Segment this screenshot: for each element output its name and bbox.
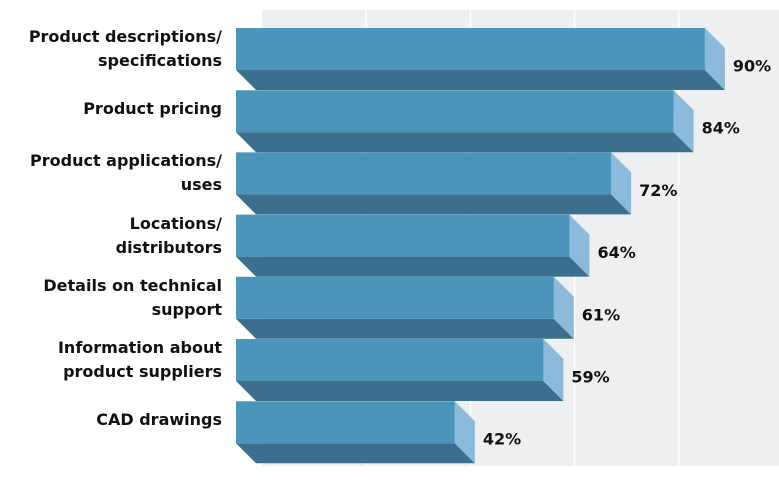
value-label: 90% [733, 57, 771, 76]
bar-front [236, 276, 554, 319]
bar-front [236, 401, 455, 444]
bar-front [236, 214, 570, 257]
bar-side [673, 90, 694, 153]
category-label: Product applications/ uses [30, 151, 222, 195]
bar [236, 339, 564, 401]
value-label: 64% [597, 243, 635, 262]
category-label: Information about product suppliers [57, 338, 222, 381]
bar-front [236, 90, 674, 133]
bar [236, 152, 632, 215]
bar-bottom [236, 318, 574, 339]
bar [236, 28, 725, 90]
bar-front [236, 28, 705, 70]
bar [236, 401, 475, 464]
bar-front [236, 339, 544, 381]
bar [236, 214, 590, 277]
category-label: Product descriptions/ specifications [28, 27, 222, 70]
bar-side [704, 28, 725, 90]
bar-side [454, 401, 475, 464]
bar-bottom [236, 443, 475, 464]
bar [236, 276, 574, 339]
category-label: Product pricing [83, 99, 222, 119]
category-label: CAD drawings [96, 410, 222, 430]
bar-bottom [236, 381, 564, 401]
bar-bottom [236, 70, 725, 90]
category-label: Details on technical support [43, 275, 222, 319]
bar-bottom [236, 132, 694, 153]
bar-bottom [236, 256, 590, 277]
bar-side [543, 339, 564, 401]
value-label: 84% [702, 119, 740, 138]
category-label: Locations/ distributors [115, 213, 222, 257]
value-label: 61% [582, 305, 620, 324]
bar-front [236, 152, 612, 195]
bar-side [611, 152, 632, 215]
bar [236, 90, 694, 153]
value-label: 59% [571, 368, 609, 387]
value-label: 42% [483, 430, 521, 449]
bar-side [569, 214, 590, 277]
bar-side [553, 276, 574, 339]
bar-bottom [236, 194, 632, 215]
value-label: 72% [639, 181, 677, 200]
